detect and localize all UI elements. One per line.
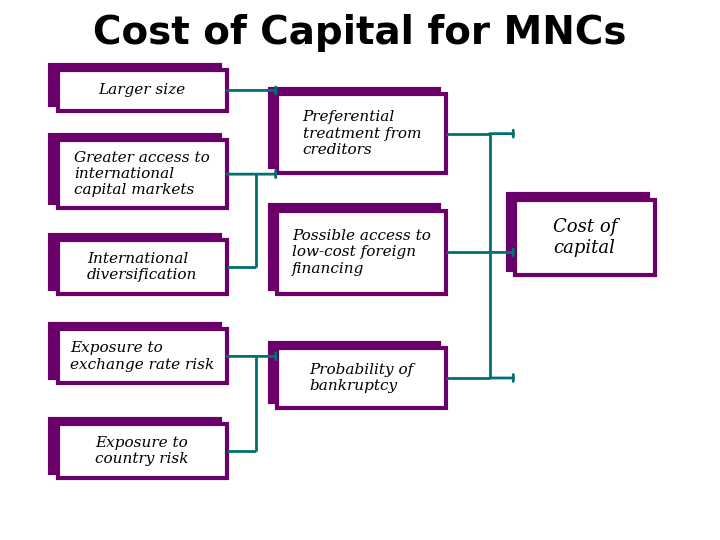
FancyBboxPatch shape	[58, 70, 227, 111]
Text: Exposure to
exchange rate risk: Exposure to exchange rate risk	[70, 341, 215, 372]
FancyBboxPatch shape	[270, 89, 439, 167]
FancyBboxPatch shape	[58, 140, 227, 208]
FancyBboxPatch shape	[50, 418, 220, 472]
Text: Cost of Capital for MNCs: Cost of Capital for MNCs	[94, 14, 626, 51]
FancyBboxPatch shape	[50, 324, 220, 378]
FancyBboxPatch shape	[508, 194, 648, 270]
Text: Cost of
capital: Cost of capital	[553, 218, 617, 257]
FancyBboxPatch shape	[277, 348, 446, 408]
FancyBboxPatch shape	[58, 329, 227, 383]
Text: Exposure to
country risk: Exposure to country risk	[96, 436, 189, 466]
FancyBboxPatch shape	[50, 65, 220, 105]
Text: Greater access to
international
capital markets: Greater access to international capital …	[74, 151, 210, 197]
FancyBboxPatch shape	[270, 205, 439, 289]
Text: International
diversification: International diversification	[87, 252, 197, 282]
Text: Possible access to
low-cost foreign
financing: Possible access to low-cost foreign fina…	[292, 230, 431, 275]
FancyBboxPatch shape	[277, 211, 446, 294]
FancyBboxPatch shape	[270, 343, 439, 402]
FancyBboxPatch shape	[58, 424, 227, 478]
FancyBboxPatch shape	[50, 135, 220, 202]
FancyBboxPatch shape	[515, 200, 655, 275]
Text: Probability of
bankruptcy: Probability of bankruptcy	[310, 363, 414, 393]
Text: Larger size: Larger size	[99, 84, 186, 97]
FancyBboxPatch shape	[58, 240, 227, 294]
Text: Preferential
treatment from
creditors: Preferential treatment from creditors	[302, 111, 421, 157]
FancyBboxPatch shape	[277, 94, 446, 173]
FancyBboxPatch shape	[50, 235, 220, 289]
